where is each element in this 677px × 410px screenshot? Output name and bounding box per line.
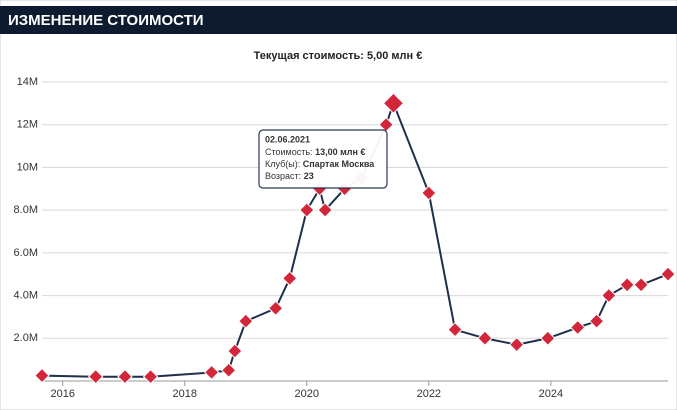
club-marker [660, 266, 676, 282]
x-tick-label: 2020 [295, 388, 319, 400]
tooltip-line: Стоимость: 13,00 млн € [265, 147, 365, 157]
club-marker [238, 313, 254, 329]
club-marker [34, 367, 50, 384]
club-marker [540, 330, 556, 346]
y-tick-label: 12M [17, 119, 38, 131]
header-bar [0, 6, 677, 34]
club-marker [117, 368, 133, 385]
club-marker [601, 287, 617, 304]
club-marker [477, 330, 493, 346]
club-marker [227, 343, 243, 359]
tooltip-box [258, 129, 388, 189]
club-marker [447, 321, 463, 338]
club-marker [299, 202, 315, 218]
x-tick-label: 2016 [51, 388, 75, 400]
x-tick-label: 2024 [539, 388, 563, 400]
tooltip-label: Возраст: [265, 171, 301, 181]
club-marker [221, 362, 237, 378]
y-tick-label: 14M [17, 76, 38, 88]
club-marker [588, 313, 605, 329]
club-marker [570, 319, 586, 336]
y-tick-label: 2.0M [14, 332, 38, 344]
club-marker [421, 185, 437, 201]
chart-title: Текущая стоимость: 5,00 млн € [254, 50, 423, 62]
club-marker [267, 300, 284, 316]
y-tick-label: 4.0M [14, 289, 38, 301]
y-tick-label: 8.0M [14, 204, 38, 216]
club-marker [508, 336, 525, 353]
club-marker [282, 270, 298, 287]
x-tick-label: 2018 [173, 388, 197, 400]
club-marker [382, 92, 405, 114]
club-marker [619, 277, 635, 293]
y-tick-label: 10M [17, 161, 38, 173]
club-marker [378, 116, 394, 133]
y-tick-label: 6.0M [14, 247, 38, 259]
tooltip-date: 02.06.2021 [265, 134, 310, 144]
club-marker [633, 277, 649, 293]
tooltip-label: Стоимость: [265, 147, 313, 157]
club-marker [88, 368, 104, 385]
club-marker [317, 202, 333, 218]
tooltip-value: Спартак Москва [303, 159, 376, 169]
tooltip-line: Возраст: 23 [265, 171, 314, 181]
tooltip-value: 23 [304, 171, 314, 181]
club-marker [203, 364, 220, 381]
tooltip-value: 13,00 млн € [315, 147, 365, 157]
header-title: ИЗМЕНЕНИЕ СТОИМОСТИ [8, 12, 204, 29]
tooltip-line: Клуб(ы): Спартак Москва [265, 159, 375, 169]
club-marker [142, 368, 159, 385]
x-tick-label: 2022 [417, 388, 441, 400]
tooltip-label: Клуб(ы): [265, 159, 300, 169]
